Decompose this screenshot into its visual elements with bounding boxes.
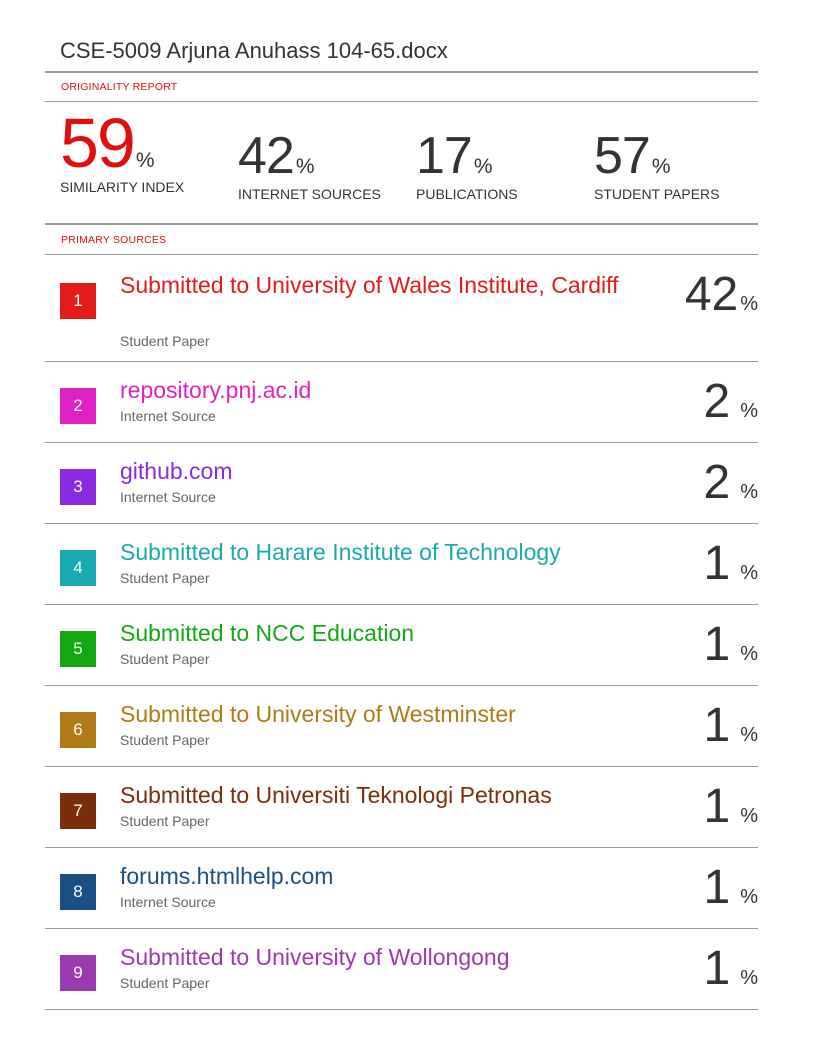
source-type: Student Paper: [120, 732, 210, 748]
percent-sign: %: [740, 400, 758, 422]
percent-sign: %: [651, 155, 671, 178]
source-percentage: 2%: [704, 378, 759, 426]
source-percentage: 42%: [685, 271, 758, 319]
similarity-index-stat: 59% SIMILARITY INDEX: [60, 108, 185, 195]
title-divider: [45, 71, 758, 73]
source-row: 5 Submitted to NCC Education Student Paper…: [45, 605, 758, 686]
student-papers-stat: 57% STUDENT PAPERS: [594, 130, 720, 202]
source-row: 7 Submitted to Universiti Teknologi Petro…: [45, 767, 758, 848]
source-name: Submitted to Universiti Teknologi Petron…: [120, 782, 552, 808]
source-type: Student Paper: [120, 333, 210, 349]
source-rank-badge: 3: [60, 469, 96, 505]
source-percentage: 1%: [704, 702, 759, 750]
source-rank-badge: 9: [60, 955, 96, 991]
percent-sign: %: [295, 155, 315, 178]
stats-divider: [45, 223, 758, 225]
source-rank-badge: 8: [60, 874, 96, 910]
percent-sign: %: [740, 967, 758, 989]
source-name: Submitted to University of Wollongong: [120, 944, 510, 970]
source-divider: [45, 604, 758, 605]
source-divider: [45, 442, 758, 443]
source-name: repository.pnj.ac.id: [120, 377, 312, 403]
publications-value: 17: [416, 127, 473, 185]
source-type: Student Paper: [120, 570, 210, 586]
source-percentage: 1%: [704, 621, 759, 669]
similarity-index-value: 59: [60, 104, 136, 182]
source-type: Student Paper: [120, 651, 210, 667]
percent-sign: %: [740, 293, 758, 315]
source-percentage-value: 1: [703, 942, 731, 995]
source-type: Internet Source: [120, 489, 216, 505]
source-divider: [45, 1009, 758, 1010]
source-name: forums.htmlhelp.com: [120, 863, 334, 889]
source-divider: [45, 361, 758, 362]
source-type: Student Paper: [120, 975, 210, 991]
source-row: 3 github.com Internet Source 2%: [45, 443, 758, 524]
source-row: 2 repository.pnj.ac.id Internet Source 2%: [45, 362, 758, 443]
source-percentage-value: 1: [703, 699, 731, 752]
percent-sign: %: [740, 724, 758, 746]
percent-sign: %: [135, 149, 155, 172]
originality-divider: [45, 101, 758, 102]
internet-sources-stat: 42% INTERNET SOURCES: [238, 130, 381, 202]
source-percentage: 1%: [704, 783, 759, 831]
source-percentage: 1%: [704, 864, 759, 912]
source-name: Submitted to Harare Institute of Technol…: [120, 539, 561, 565]
source-rank-badge: 6: [60, 712, 96, 748]
source-type: Internet Source: [120, 408, 216, 424]
internet-sources-value: 42: [238, 127, 295, 185]
source-rank-badge: 4: [60, 550, 96, 586]
source-name: github.com: [120, 458, 233, 484]
source-divider: [45, 523, 758, 524]
source-rank-badge: 2: [60, 388, 96, 424]
source-type: Internet Source: [120, 894, 216, 910]
source-divider: [45, 847, 758, 848]
document-title: CSE-5009 Arjuna Anuhass 104-65.docx: [60, 38, 448, 63]
source-rank-badge: 5: [60, 631, 96, 667]
source-name: Submitted to NCC Education: [120, 620, 415, 646]
primary-sources-label: PRIMARY SOURCES: [61, 234, 167, 246]
source-percentage: 1%: [704, 540, 759, 588]
source-type: Student Paper: [120, 813, 210, 829]
source-divider: [45, 928, 758, 929]
student-papers-value: 57: [594, 127, 651, 185]
source-percentage-value: 1: [703, 780, 731, 833]
source-rank-badge: 1: [60, 283, 96, 319]
source-percentage-value: 42: [684, 268, 739, 321]
source-divider: [45, 766, 758, 767]
percent-sign: %: [740, 562, 758, 584]
primary-sources-divider: [45, 254, 758, 255]
percent-sign: %: [740, 805, 758, 827]
originality-report-label: ORIGINALITY REPORT: [61, 81, 178, 93]
source-name: Submitted to University of Wales Institu…: [120, 272, 619, 298]
percent-sign: %: [740, 886, 758, 908]
source-name: Submitted to University of Westminster: [120, 701, 516, 727]
source-percentage: 1%: [704, 945, 759, 993]
publications-label: PUBLICATIONS: [416, 186, 518, 202]
source-row: 9 Submitted to University of Wollongong St…: [45, 929, 758, 1010]
source-rank-badge: 7: [60, 793, 96, 829]
source-percentage-value: 1: [703, 618, 731, 671]
source-percentage-value: 1: [703, 537, 731, 590]
internet-sources-label: INTERNET SOURCES: [238, 186, 381, 202]
source-row: 6 Submitted to University of Westminster S…: [45, 686, 758, 767]
percent-sign: %: [473, 155, 493, 178]
source-percentage-value: 2: [703, 456, 731, 509]
similarity-index-label: SIMILARITY INDEX: [60, 179, 185, 195]
source-percentage-value: 1: [703, 861, 731, 914]
source-percentage: 2%: [704, 459, 759, 507]
source-percentage-value: 2: [703, 375, 731, 428]
publications-stat: 17% PUBLICATIONS: [416, 130, 518, 202]
source-row: 8 forums.htmlhelp.com Internet Source 1%: [45, 848, 758, 929]
source-row: 4 Submitted to Harare Institute of Techno…: [45, 524, 758, 605]
source-divider: [45, 685, 758, 686]
source-row: 1 Submitted to University of Wales Instit…: [45, 255, 758, 362]
student-papers-label: STUDENT PAPERS: [594, 186, 720, 202]
percent-sign: %: [740, 643, 758, 665]
percent-sign: %: [740, 481, 758, 503]
